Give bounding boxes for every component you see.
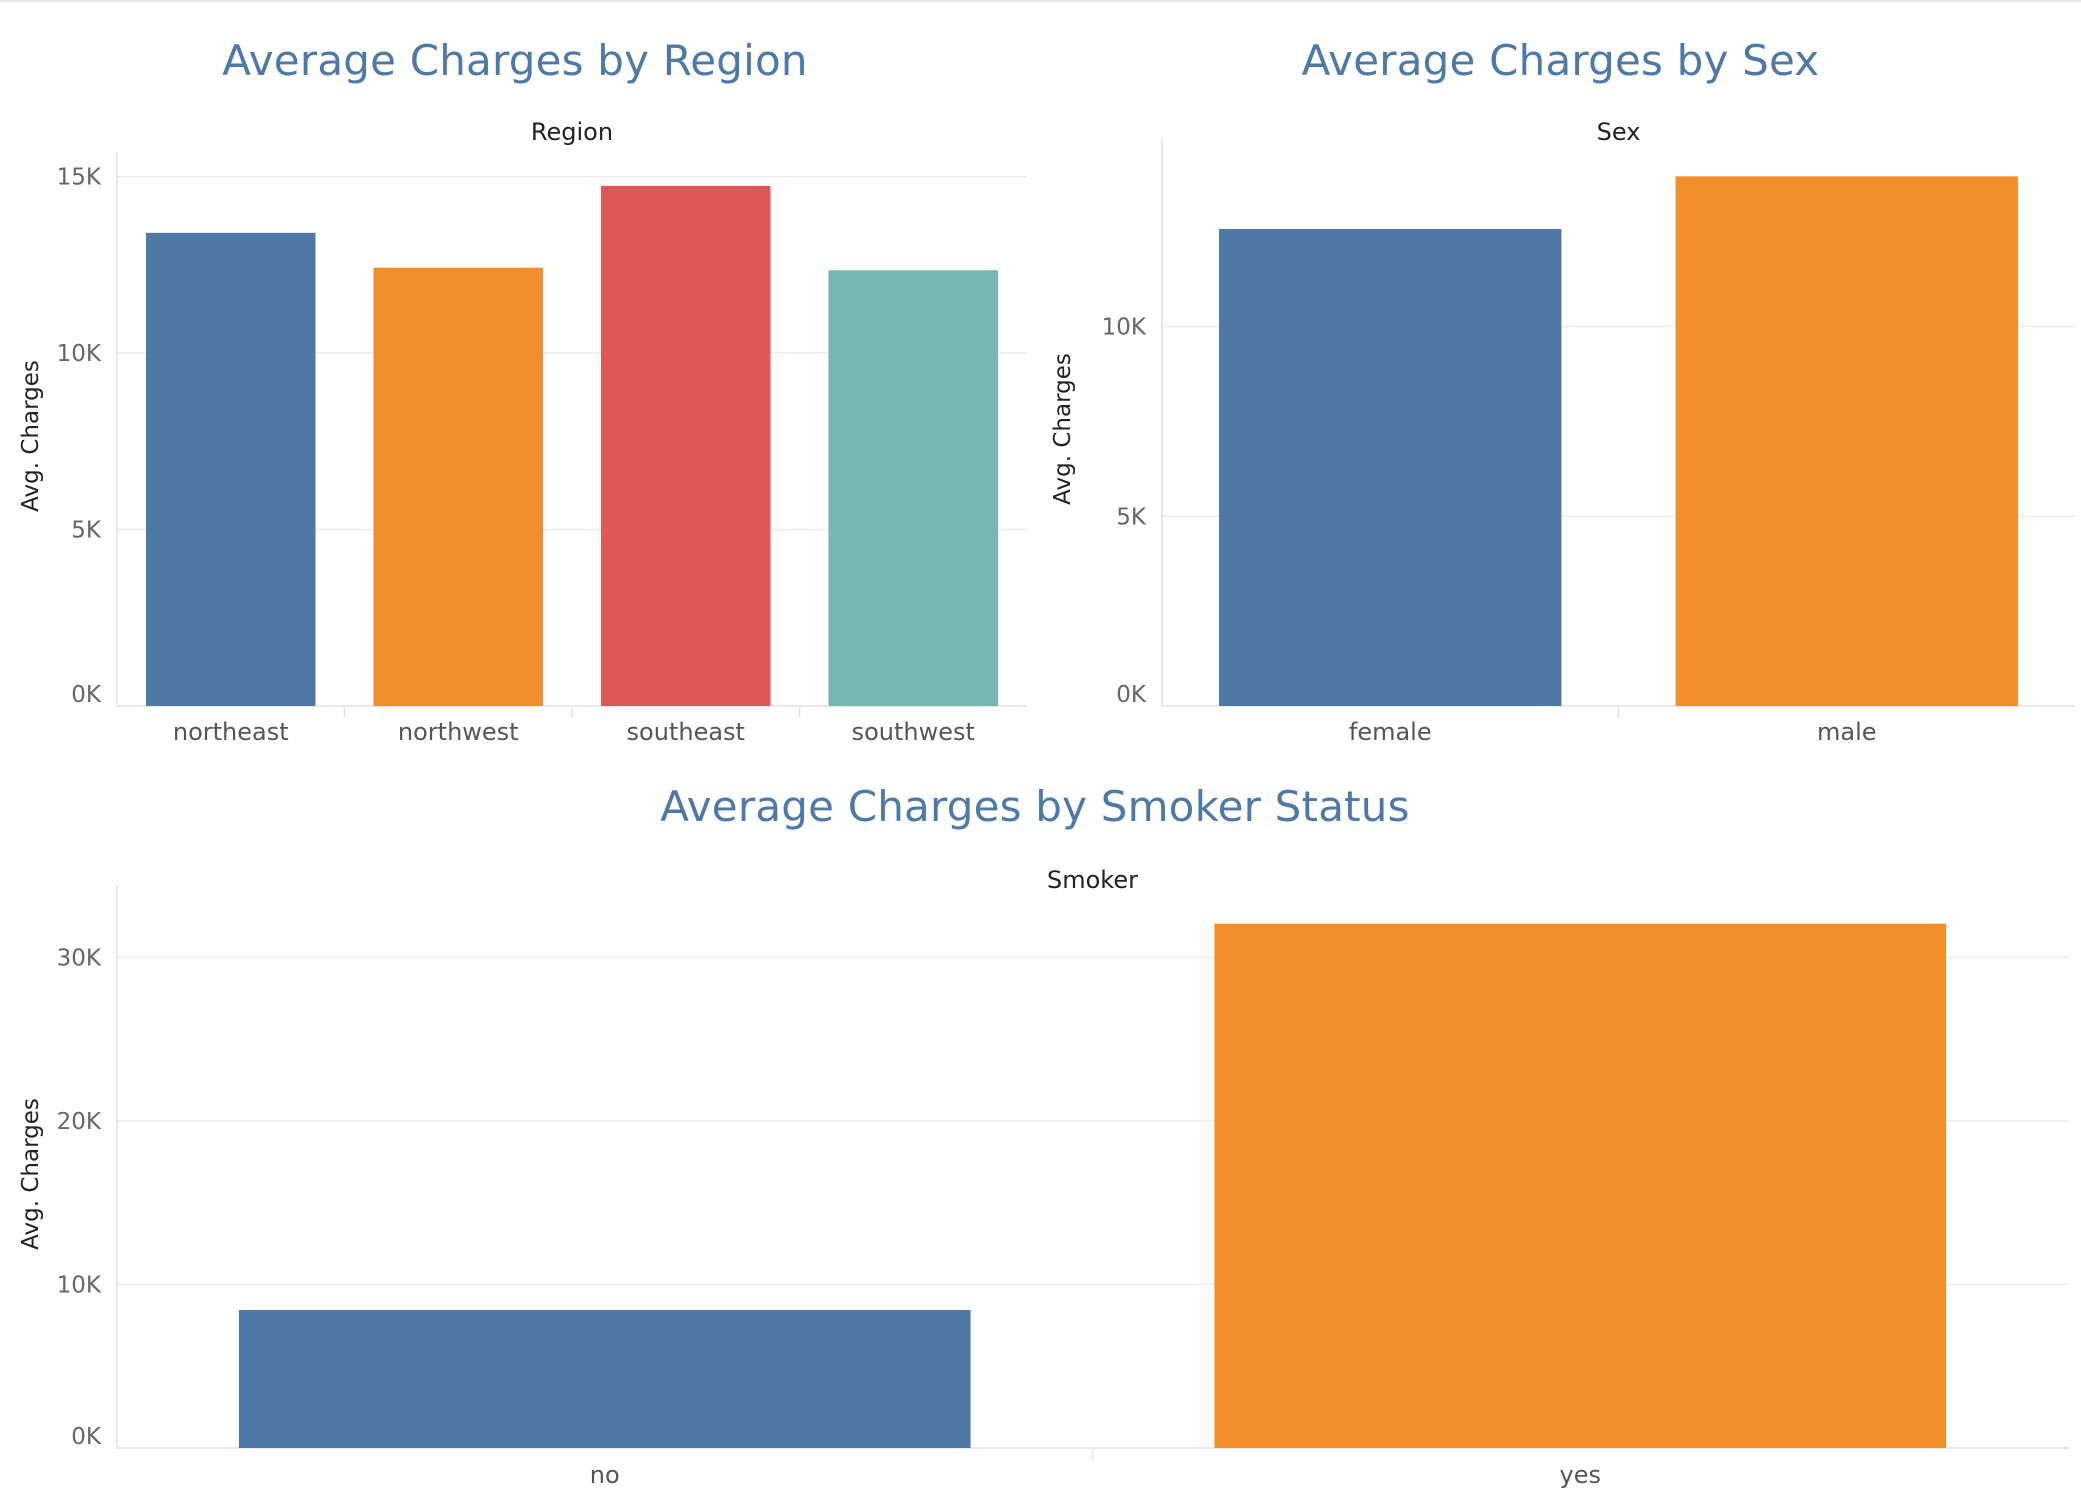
smoker-dimension-label: Smoker — [1047, 866, 1138, 894]
sex-y-axis-title: Avg. Charges — [1050, 353, 1076, 505]
sex-bar-female[interactable] — [1219, 229, 1562, 707]
smoker-y-axis-title: Avg. Charges — [18, 1098, 44, 1250]
sex-category-label: female — [1349, 718, 1432, 746]
smoker-y-tick-label: 0K — [71, 1424, 102, 1450]
region-y-axis-title: Avg. Charges — [18, 360, 44, 512]
sex-y-tick-label: 5K — [1116, 504, 1147, 530]
region-y-tick-label: 5K — [71, 518, 102, 544]
sex-y-tick-label: 10K — [1102, 315, 1147, 341]
smoker-y-tick-label: 10K — [57, 1272, 102, 1298]
sex-y-tick-label: 0K — [1116, 682, 1147, 708]
smoker-chart-title: Average Charges by Smoker Status — [660, 782, 1410, 831]
region-bar-southwest[interactable] — [828, 270, 998, 706]
region-bar-chart: 0K 5K 10K 15K Region Avg. Charges northeast nor… — [18, 118, 1027, 746]
sex-bar-male[interactable] — [1675, 176, 2018, 706]
region-category-label: northwest — [398, 718, 519, 746]
region-chart-title: Average Charges by Region — [222, 36, 808, 85]
smoker-category-label: yes — [1560, 1461, 1601, 1489]
region-category-label: northeast — [173, 718, 289, 746]
smoker-y-tick-label: 30K — [57, 945, 102, 971]
sex-category-label: male — [1817, 718, 1877, 746]
smoker-category-label: no — [590, 1461, 620, 1489]
region-y-tick-label: 0K — [71, 682, 102, 708]
smoker-chart-panel: Average Charges by Smoker Status 0K 10K 20… — [0, 770, 2081, 1508]
sex-dimension-label: Sex — [1597, 118, 1641, 146]
smoker-bar-yes[interactable] — [1214, 923, 1947, 1448]
sex-bar-chart: 0K 5K 10K Sex Avg. Charges female male — [1050, 118, 2075, 746]
region-bar-northwest[interactable] — [373, 267, 543, 706]
smoker-bar-no[interactable] — [238, 1310, 971, 1448]
region-chart-panel: Average Charges by Region 0K 5K 10K 15K Regi… — [0, 0, 1040, 770]
region-y-tick-label: 10K — [57, 341, 102, 367]
region-y-tick-label: 15K — [57, 165, 102, 191]
smoker-bar-chart: 0K 10K 20K 30K Smoker Avg. Charges no yes — [18, 866, 2068, 1489]
region-dimension-label: Region — [531, 118, 613, 146]
sex-chart-panel: Average Charges by Sex 0K 5K 10K Sex Avg. Ch… — [1040, 0, 2081, 770]
top-divider — [0, 0, 2081, 2]
smoker-y-tick-label: 20K — [57, 1109, 102, 1135]
sex-chart-title: Average Charges by Sex — [1301, 36, 1820, 85]
region-category-label: southwest — [852, 718, 975, 746]
region-category-label: southeast — [627, 718, 745, 746]
region-bar-southeast[interactable] — [601, 185, 771, 707]
region-bar-northeast[interactable] — [146, 232, 316, 707]
